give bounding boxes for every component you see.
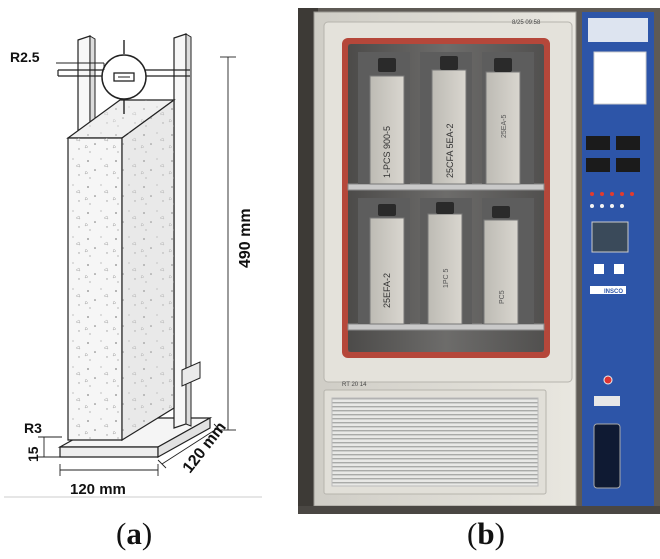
caption-b: (b) [467,516,505,551]
specimen-1 [369,75,405,185]
door-note: 8/25 09:58 [512,20,541,26]
specimen-label-3: 25EA-5 [501,115,508,138]
specimen-2 [431,69,467,185]
display-4 [616,158,640,172]
recorder-slot [594,396,620,406]
vent-grille [331,397,539,487]
upper-specimens: 1-PCS 900-5 25CFA 5EA-2 25EA-5 [358,52,534,185]
display-3 [586,158,610,172]
floor [298,506,660,514]
caption-a: (a) [116,516,153,551]
depth-dimension [157,423,223,469]
gauge-1 [378,58,396,72]
base-height-dimension [38,436,62,458]
button-1 [594,264,604,274]
bottom-note: RT 20 14 [342,382,367,388]
radius-bottom-label: R3 [24,420,42,436]
concrete-prism [66,98,176,442]
dial-gauge [101,40,147,114]
upper-shelf [347,183,545,191]
emergency-button [603,375,613,385]
width-dimension [59,464,159,476]
height-label: 490 mm [237,208,254,268]
paper-note [593,51,647,105]
specimen-label-6: PC5 [499,290,506,304]
lower-shelf [347,323,545,331]
display-2 [616,136,640,150]
width-label: 120 mm [70,481,126,498]
left-shelf-shadow [298,8,318,514]
base-height-label: 15 [25,446,41,462]
frame-rod-right [173,33,201,429]
radius-top-callout [56,62,105,70]
specimen-label-2: 25CFA 5EA-2 [445,123,455,178]
specimen-drawing: R2.5 490 mm 120 mm 120 mm R3 15 [4,33,262,498]
panel-b-photo: 1-PCS 900-5 25CFA 5EA-2 25EA-5 25EFA-2 1… [298,8,660,514]
specimen-6 [483,219,519,325]
brand-text: INSCO [604,289,623,295]
indicator-lights [590,192,634,208]
gauge-3 [494,58,512,72]
button-2 [614,264,624,274]
specimen-label-1: 1-PCS 900-5 [382,126,392,178]
drain-window [593,423,621,489]
lower-specimens: 25EFA-2 1PC 5 PC5 [358,198,534,325]
specimen-label-5: 1PC 5 [443,268,450,288]
panel-a-drawing: R2.5 490 mm 120 mm 120 mm R3 15 [0,0,290,554]
brand-plate [590,286,626,294]
radius-top-label: R2.5 [10,49,40,65]
top-badge [588,18,648,42]
specimen-5 [427,213,463,325]
specimen-3 [485,71,521,185]
height-dimension [220,56,236,431]
touch-screen [591,221,629,253]
gauge-2 [440,56,458,70]
climate-chamber-illustration: 1-PCS 900-5 25CFA 5EA-2 25EA-5 25EFA-2 1… [298,8,660,514]
display-1 [586,136,610,150]
specimen-4 [369,217,405,325]
specimen-label-4: 25EFA-2 [382,273,392,308]
